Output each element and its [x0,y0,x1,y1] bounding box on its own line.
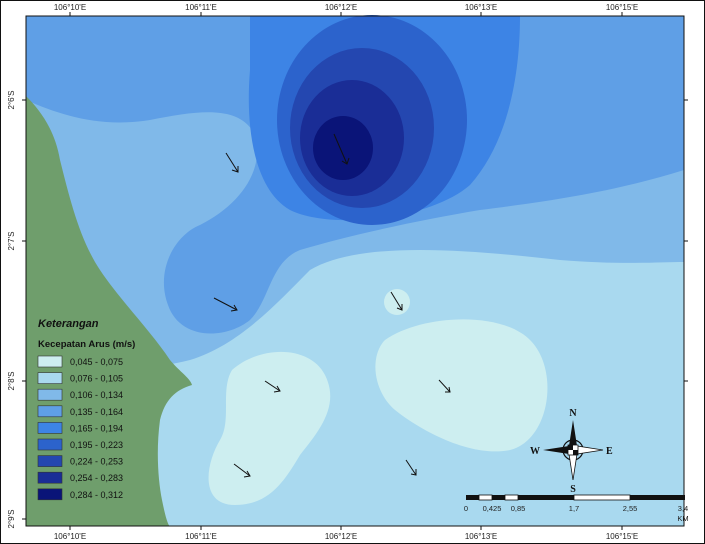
compass-label-e: E [606,446,613,457]
legend: Keterangan Kecepatan Arus (m/s) 0,045 - … [37,318,135,501]
legend-label: 0,284 - 0,312 [70,490,123,500]
legend-title: Keterangan [38,318,99,330]
legend-item: 0,284 - 0,312 [37,488,123,501]
legend-label: 0,076 - 0,105 [70,374,123,384]
current-arrows [213,133,451,478]
zone-0-284-0-312 [313,116,373,180]
legend-label: 0,165 - 0,194 [70,423,123,433]
top-tick-label: 106°11'E [185,3,217,12]
bottom-tick-label: 106°10'E [54,532,86,541]
legend-swatch [37,488,63,501]
compass-label-s: S [570,484,576,495]
legend-swatch [37,455,63,467]
legend-label: 0,195 - 0,223 [70,440,123,450]
legend-swatch [37,355,63,368]
scale-seg [573,494,631,501]
legend-item: 0,106 - 0,134 [37,388,123,401]
scale-seg [478,494,493,501]
left-tick-label: 2°6'S [7,91,16,110]
scale-seg [492,495,505,500]
north-arrow: N S E W [530,408,613,495]
current-arrow [233,463,251,478]
map-frame-inner [25,15,685,527]
legend-item: 0,045 - 0,075 [37,355,123,368]
graticule-ticks [22,12,688,530]
top-tick-labels: 106°10'E 106°11'E 106°12'E 106°13'E 106°… [54,3,638,12]
compass-label-w: W [530,446,540,457]
scale-label: 3,4 [678,504,688,513]
legend-label: 0,254 - 0,283 [70,473,123,483]
scale-label: 2,55 [623,504,638,513]
left-tick-label: 2°8'S [7,372,16,391]
legend-swatch [37,422,63,434]
current-arrow [405,459,417,476]
legend-label: 0,224 - 0,253 [70,457,123,467]
current-arrow [390,291,403,311]
legend-swatch [37,438,63,451]
top-tick-label: 106°10'E [54,3,86,12]
legend-swatch [37,471,63,484]
bottom-tick-label: 106°15'E [606,532,638,541]
scale-seg [518,495,574,500]
compass-needle-n [569,420,577,446]
current-arrow [264,380,281,393]
bottom-tick-labels: 106°10'E 106°11'E 106°12'E 106°13'E 106°… [54,532,638,541]
bottom-tick-label: 106°11'E [185,532,217,541]
zone-0-076-0-105 [26,250,684,526]
scale-seg [504,494,519,501]
top-tick-label: 106°12'E [325,3,357,12]
current-arrow [213,297,238,312]
bottom-tick-label: 106°12'E [325,532,357,541]
patch-lightest-west [208,351,331,505]
land-mass [26,96,192,526]
legend-item: 0,135 - 0,164 [37,405,123,418]
legend-subtitle: Kecepatan Arus (m/s) [38,339,135,350]
left-tick-label: 2°7'S [7,232,16,251]
current-arrow [333,133,350,165]
scale-label: 0,85 [511,504,526,513]
legend-label: 0,135 - 0,164 [70,407,123,417]
top-tick-label: 106°15'E [606,3,638,12]
scale-unit: KM [677,514,688,523]
legend-item: 0,254 - 0,283 [37,471,123,484]
scale-seg [630,495,685,500]
legend-rows: 0,045 - 0,075 0,076 - 0,105 0,106 - 0,134 0… [37,355,123,501]
left-tick-label: 2°9'S [7,510,16,529]
legend-item: 0,076 - 0,105 [37,372,123,384]
scale-seg [466,495,479,500]
scale-label: 1,7 [569,504,579,513]
legend-label: 0,106 - 0,134 [70,390,123,400]
current-arrow [438,379,451,393]
legend-item: 0,165 - 0,194 [37,422,123,434]
legend-swatch [37,388,63,401]
legend-item: 0,224 - 0,253 [37,455,123,467]
current-arrow [225,152,239,173]
scale-bar: 0 0,425 0,85 1,7 2,55 3,4 KM [464,494,689,523]
legend-swatch [37,372,63,384]
scale-label: 0 [464,504,468,513]
legend-swatch [37,405,63,418]
bottom-tick-label: 106°13'E [465,532,497,541]
compass-needle-w [543,446,569,454]
top-tick-label: 106°13'E [465,3,497,12]
scale-label: 0,425 [483,504,502,513]
patch-lightest-east [375,319,548,452]
legend-label: 0,045 - 0,075 [70,357,123,367]
left-tick-labels: 2°6'S 2°7'S 2°8'S 2°9'S [7,91,16,529]
compass-label-n: N [569,408,577,419]
legend-item: 0,195 - 0,223 [37,438,123,451]
